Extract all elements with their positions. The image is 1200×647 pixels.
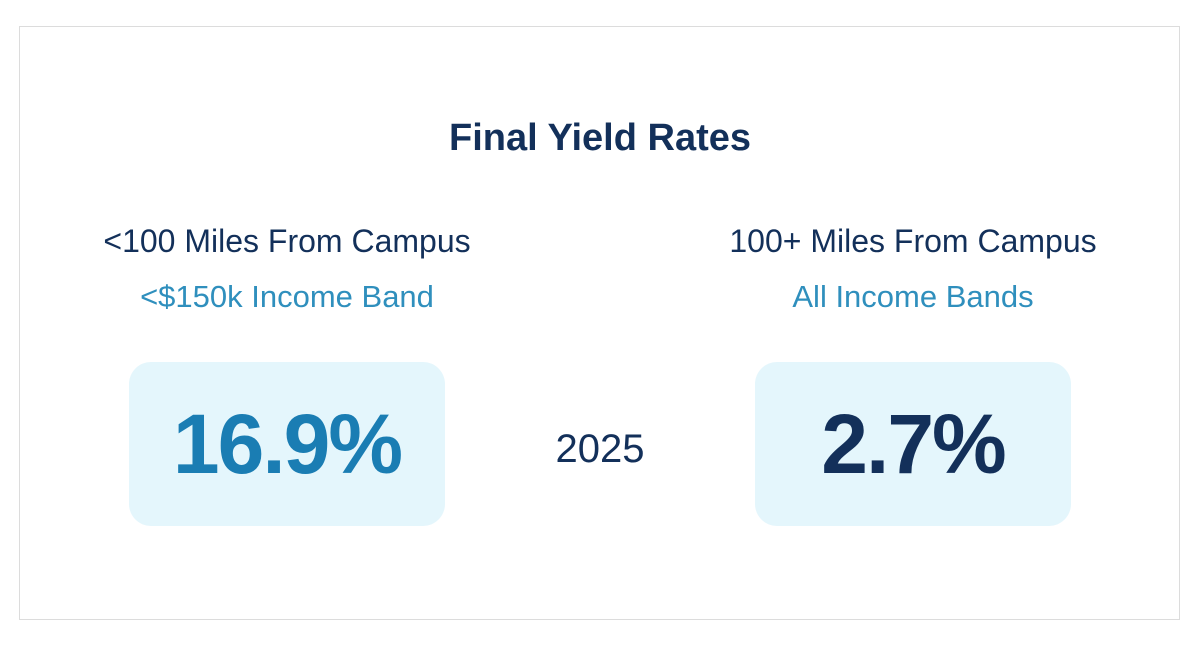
card-title: Final Yield Rates [449, 117, 751, 159]
right-subheading: All Income Bands [792, 279, 1034, 314]
year-label: 2025 [555, 427, 645, 471]
left-stat-box: 16.9% [129, 362, 445, 526]
left-stat-value: 16.9% [172, 397, 403, 491]
left-subheading: <$150k Income Band [140, 279, 434, 314]
right-heading: 100+ Miles From Campus [729, 223, 1097, 259]
right-stat-value: 2.7% [821, 397, 1006, 491]
left-heading: <100 Miles From Campus [103, 223, 471, 259]
right-stat-box: 2.7% [755, 362, 1071, 526]
